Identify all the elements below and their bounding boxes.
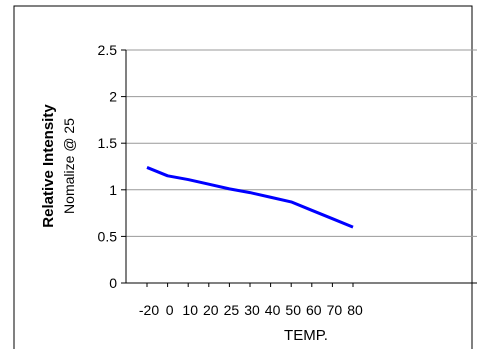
y-tick-label: 2 [109,89,117,105]
y-tick-label: 0.5 [98,228,118,244]
x-axis-ticks: -20 0 10 20 25 30 40 50 60 70 80 [139,283,363,318]
x-tick-label: 40 [265,302,281,318]
x-tick-label: 70 [327,302,343,318]
series-line [146,166,354,229]
x-tick-label: 10 [182,302,198,318]
y-axis-sublabel: Nomalize @ 25 [61,118,77,214]
x-tick-label: 20 [203,302,219,318]
x-tick-label: 0 [166,302,174,318]
y-axis-ticks: 0 0.5 1 1.5 2 2.5 [98,42,126,291]
x-tick-label: 25 [224,302,240,318]
x-tick-label: 60 [306,302,322,318]
y-tick-label: 1.5 [98,135,118,151]
x-tick-label: 50 [285,302,301,318]
x-tick-label: 30 [244,302,260,318]
y-axis-label: Relative Intensity [40,104,57,228]
gridlines [126,49,477,237]
plot-area [125,50,477,284]
x-tick-label: -20 [139,302,159,318]
y-tick-label: 2.5 [98,42,118,58]
y-tick-label: 1 [109,182,117,198]
y-tick-label: 0 [109,275,117,291]
x-axis-label: TEMP. [284,327,328,344]
series-group [146,166,354,229]
chart-border [13,5,473,349]
x-tick-label: 80 [347,302,363,318]
